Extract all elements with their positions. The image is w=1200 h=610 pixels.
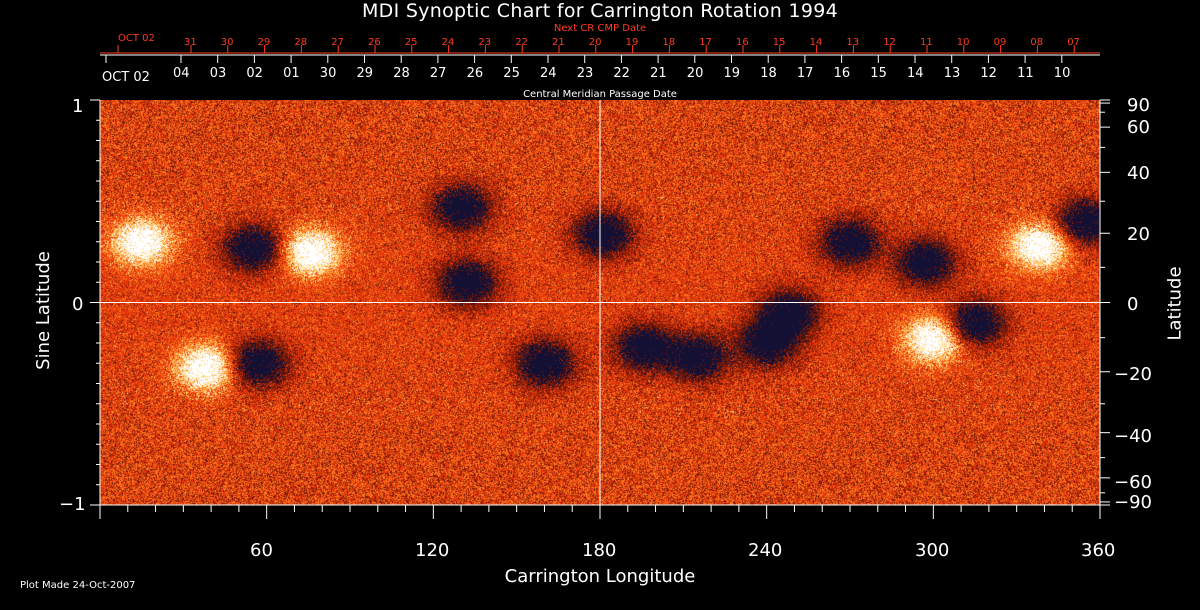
xtick-label: 180 bbox=[582, 540, 617, 561]
next-cr-tick-label: 17 bbox=[699, 37, 712, 48]
next-cr-tick-label: 10 bbox=[956, 37, 970, 48]
next-cr-tick-label: 20 bbox=[588, 37, 602, 48]
ytick-label: 0 bbox=[72, 294, 84, 315]
y2tick-label: −20 bbox=[1114, 364, 1152, 385]
next-cr-tick-label: 30 bbox=[220, 37, 234, 48]
y2tick-label: 60 bbox=[1127, 117, 1150, 138]
y-axis-title: Sine Latitude bbox=[32, 251, 54, 370]
cmp-axis-label: Central Meridian Passage Date bbox=[523, 89, 677, 100]
cmp-tick-label: 16 bbox=[833, 66, 851, 81]
next-cr-tick-label: 12 bbox=[883, 37, 896, 48]
cmp-tick-label: 02 bbox=[246, 66, 263, 81]
next-cr-tick-label: 24 bbox=[441, 37, 455, 48]
next-cr-tick-label: 11 bbox=[920, 37, 933, 48]
next-cr-tick-label: 22 bbox=[515, 37, 528, 48]
y2tick-label: 20 bbox=[1127, 224, 1150, 245]
cmp-tick-label: 21 bbox=[650, 66, 667, 81]
cmp-tick-label: 15 bbox=[870, 66, 887, 81]
y2tick-label: −90 bbox=[1114, 492, 1152, 513]
next-cr-tick-label: 18 bbox=[662, 37, 676, 48]
next-cr-tick-label: 09 bbox=[993, 37, 1007, 48]
y2tick-label: −60 bbox=[1114, 472, 1152, 493]
ytick-label: 1 bbox=[72, 96, 84, 117]
next-cr-tick-label: 15 bbox=[772, 37, 786, 48]
y2tick-label: −40 bbox=[1114, 426, 1152, 447]
next-cr-tick-label: 31 bbox=[184, 37, 197, 48]
cmp-tick-label: 19 bbox=[723, 66, 741, 81]
next-cr-tick-label: 16 bbox=[736, 37, 749, 48]
cmp-tick-label: 18 bbox=[760, 66, 777, 81]
cmp-start-label: OCT 02 bbox=[102, 70, 150, 85]
plot-made-footer: Plot Made 24-Oct-2007 bbox=[20, 580, 136, 591]
cmp-tick-label: 29 bbox=[356, 66, 374, 81]
cmp-tick-label: 30 bbox=[319, 66, 337, 81]
next-cr-tick-label: 26 bbox=[368, 37, 381, 48]
cmp-tick-label: 14 bbox=[907, 66, 924, 81]
cmp-tick-label: 27 bbox=[429, 66, 447, 81]
xtick-label: 120 bbox=[415, 540, 450, 561]
next-cr-tick-label: 29 bbox=[257, 37, 271, 48]
chart-title: MDI Synoptic Chart for Carrington Rotati… bbox=[361, 0, 839, 22]
x-axis-title: Carrington Longitude bbox=[504, 566, 696, 587]
ytick-label: −1 bbox=[59, 494, 86, 515]
next-cr-tick-label: 13 bbox=[846, 37, 860, 48]
cmp-tick-label: 03 bbox=[209, 66, 227, 81]
cmp-tick-label: 23 bbox=[576, 66, 594, 81]
cmp-tick-label: 28 bbox=[393, 66, 410, 81]
next-cr-tick-label: 14 bbox=[809, 37, 823, 48]
xtick-label: 360 bbox=[1081, 540, 1116, 561]
cmp-tick-label: 26 bbox=[466, 66, 484, 81]
y2tick-label: 0 bbox=[1127, 294, 1139, 315]
cmp-tick-label: 25 bbox=[503, 66, 520, 81]
cmp-tick-label: 04 bbox=[173, 66, 190, 81]
xtick-label: 240 bbox=[748, 540, 783, 561]
cmp-tick-label: 11 bbox=[1017, 66, 1034, 81]
cmp-tick-label: 13 bbox=[943, 66, 961, 81]
cmp-tick-label: 24 bbox=[540, 66, 557, 81]
cmp-tick-label: 01 bbox=[283, 66, 300, 81]
next-cr-tick-label: 28 bbox=[294, 37, 308, 48]
y2tick-label: 90 bbox=[1127, 95, 1150, 116]
xtick-label: 60 bbox=[250, 540, 273, 561]
y2tick-label: 40 bbox=[1127, 163, 1150, 184]
y2-axis-title: Latitude bbox=[1164, 266, 1186, 341]
xtick-label: 300 bbox=[915, 540, 950, 561]
next-cr-tick-label: 25 bbox=[404, 37, 418, 48]
next-cr-axis-label: Next CR CMP Date bbox=[553, 23, 647, 34]
cmp-tick-label: 22 bbox=[613, 66, 630, 81]
next-cr-tick-label: 19 bbox=[625, 37, 639, 48]
next-cr-tick-label: 23 bbox=[478, 37, 492, 48]
next-cr-tick-label: 27 bbox=[331, 37, 344, 48]
cmp-tick-label: 17 bbox=[796, 66, 814, 81]
next-cr-tick-label: 08 bbox=[1030, 37, 1044, 48]
cmp-tick-label: 20 bbox=[686, 66, 704, 81]
next-cr-tick-label: 07 bbox=[1067, 37, 1080, 48]
cmp-tick-label: 12 bbox=[980, 66, 997, 81]
cmp-tick-label: 10 bbox=[1053, 66, 1071, 81]
next-cr-tick-label: 21 bbox=[552, 37, 565, 48]
next-cr-start-label: OCT 02 bbox=[118, 33, 155, 44]
